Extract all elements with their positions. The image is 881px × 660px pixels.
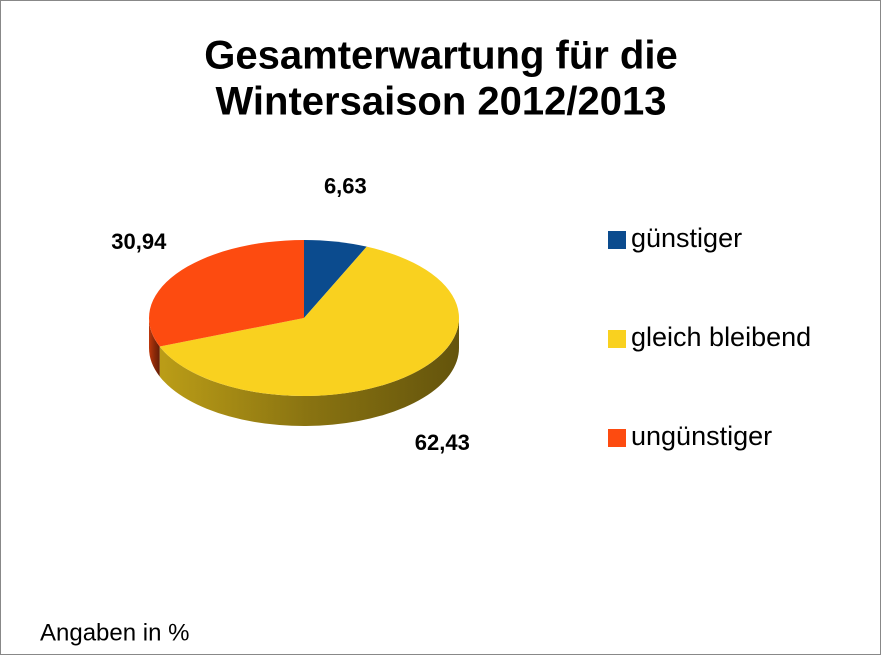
data-label: 30,94	[111, 229, 167, 254]
slice	[304, 240, 367, 318]
note: Angaben in %	[40, 619, 189, 646]
legend-label: gleich bleibend	[631, 322, 811, 352]
legend-swatch	[608, 330, 626, 348]
slice-side	[149, 318, 160, 377]
legend-label: ungünstiger	[631, 421, 772, 451]
slice-side	[159, 318, 459, 426]
legend-label: günstiger	[631, 223, 742, 253]
legend-swatch	[608, 429, 626, 447]
slice	[159, 246, 459, 397]
chart-title: Gesamterwartung für die	[204, 34, 677, 78]
slice	[149, 240, 304, 347]
chart-title: Wintersaison 2012/2013	[216, 80, 667, 124]
data-label: 62,43	[415, 430, 470, 455]
data-label: 6,63	[324, 174, 367, 199]
legend-swatch	[608, 231, 626, 249]
